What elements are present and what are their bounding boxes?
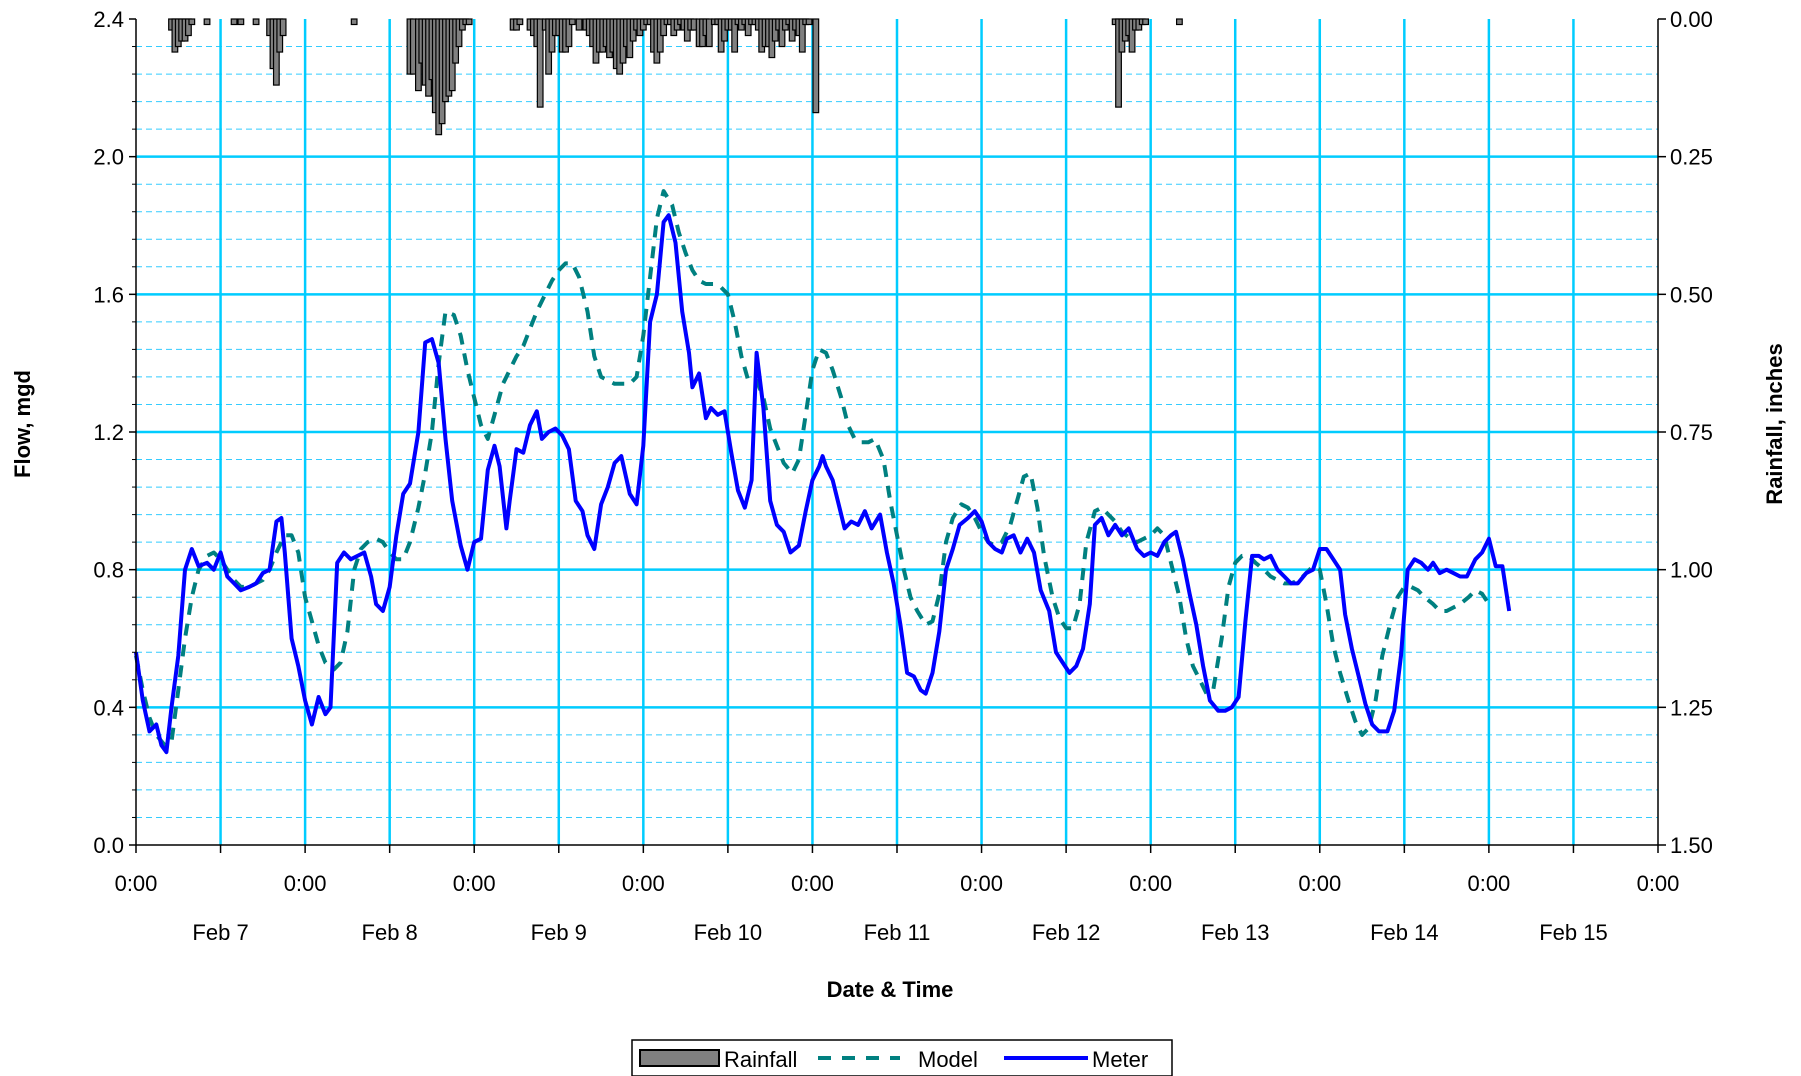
rainfall-bar — [188, 18, 196, 26]
legend-meter-label: Meter — [1092, 1047, 1148, 1072]
y2-tick-label: 0.50 — [1670, 282, 1713, 307]
y2-tick-label: 0.00 — [1670, 7, 1713, 32]
x-time-label: 0:00 — [1467, 871, 1510, 896]
x-date-label: Feb 7 — [192, 920, 248, 945]
rainfall-bar — [536, 18, 544, 108]
rainfall-bar — [237, 18, 245, 26]
x-time-label: 0:00 — [453, 871, 496, 896]
legend-rainfall-label: Rainfall — [724, 1047, 797, 1072]
rainfall-bar — [252, 18, 260, 26]
x-time-label: 0:00 — [622, 871, 665, 896]
rainfall-bars — [168, 18, 1183, 136]
x-axis-title: Date & Time — [827, 977, 954, 1002]
x-time-label: 0:00 — [1129, 871, 1172, 896]
rainfall-bar — [230, 18, 238, 26]
x-date-label: Feb 10 — [694, 920, 763, 945]
y2-tick-label: 1.00 — [1670, 558, 1713, 583]
x-time-label: 0:00 — [960, 871, 1003, 896]
y-tick-label: 0.0 — [93, 833, 124, 858]
x-time-label: 0:00 — [1298, 871, 1341, 896]
rainfall-bar — [1142, 18, 1150, 26]
y2-tick-label: 1.25 — [1670, 695, 1713, 720]
y2-tick-label: 1.50 — [1670, 833, 1713, 858]
x-time-label: 0:00 — [1637, 871, 1680, 896]
y-tick-label: 2.4 — [93, 7, 124, 32]
x-date-label: Feb 15 — [1539, 920, 1608, 945]
rainfall-bar — [805, 18, 813, 26]
rainfall-bar — [812, 18, 820, 114]
axes: 0.0 0.4 0.8 1.2 1.6 2.0 2.4 0.00 0.25 0.50 0.75 1.0… — [93, 7, 1712, 945]
x-date-label: Feb 13 — [1201, 920, 1270, 945]
y-tick-label: 2.0 — [93, 145, 124, 170]
y-tick-label: 0.4 — [93, 695, 124, 720]
x-time-label: 0:00 — [791, 871, 834, 896]
x-time-label: 0:00 — [115, 871, 158, 896]
x-date-label: Feb 12 — [1032, 920, 1101, 945]
y2-tick-label: 0.75 — [1670, 420, 1713, 445]
rainfall-bar — [516, 18, 524, 26]
y-tick-label: 1.2 — [93, 420, 124, 445]
x-time-label: 0:00 — [284, 871, 327, 896]
x-date-label: Feb 14 — [1370, 920, 1439, 945]
legend: Rainfall Model Meter — [631, 1039, 1173, 1076]
y2-axis-title: Rainfall, inches — [1762, 343, 1787, 504]
rainfall-bar — [575, 18, 583, 31]
rainfall-bar — [1175, 18, 1183, 26]
y-tick-label: 1.6 — [93, 282, 124, 307]
y2-tick-label: 0.25 — [1670, 145, 1713, 170]
rainfall-bar — [705, 18, 713, 48]
model-line — [134, 189, 1491, 748]
rainfall-bar — [465, 18, 473, 26]
grid-lines — [136, 19, 1658, 845]
y-tick-label: 0.8 — [93, 558, 124, 583]
legend-model-label: Model — [918, 1047, 978, 1072]
rainfall-bar — [203, 18, 211, 26]
x-date-label: Feb 11 — [864, 920, 931, 945]
x-date-label: Feb 9 — [531, 920, 587, 945]
x-date-label: Feb 8 — [362, 920, 418, 945]
legend-rainfall-swatch — [639, 1049, 720, 1067]
rainfall-bar — [568, 18, 576, 26]
series-lines — [134, 189, 1512, 755]
rainfall-bar — [279, 18, 287, 37]
rainfall-bar — [350, 18, 358, 26]
y-axis-title: Flow, mgd — [10, 370, 35, 478]
meter-line — [134, 213, 1512, 755]
